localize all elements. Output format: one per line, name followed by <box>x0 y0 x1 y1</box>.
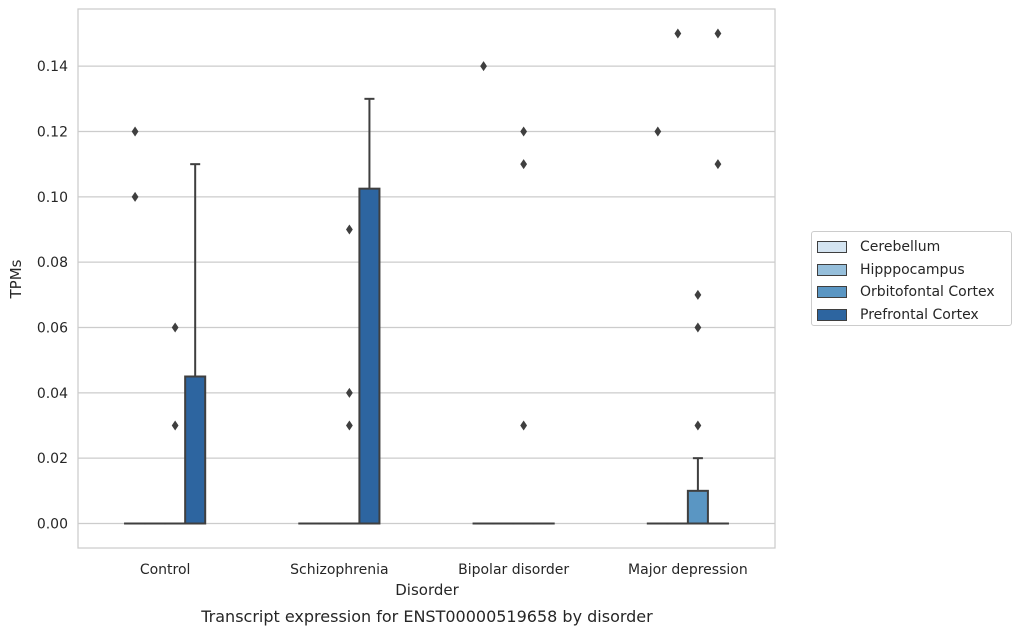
box-orbitofontal-cortex <box>686 457 709 525</box>
chart-legend: Cerebellum Hipppocampus Orbitofontal Corte… <box>811 231 1012 326</box>
outlier-marker <box>520 420 528 431</box>
x-axis-label: Disorder <box>395 581 459 599</box>
box-body <box>358 187 381 525</box>
y-tick-label: 0.10 <box>37 190 68 206</box>
legend-label: Prefrontal Cortex <box>860 306 979 323</box>
legend-item: Orbitofontal Cortex <box>817 281 1011 304</box>
outlier-points <box>131 28 722 431</box>
x-tick-labels: Control Schizophrenia Bipolar disorder Majo… <box>140 562 748 578</box>
box-prefrontal-cortex <box>184 163 207 525</box>
y-tick-label: 0.12 <box>37 125 68 141</box>
x-tick-label: Bipolar disorder <box>458 562 569 578</box>
y-tick-label: 0.06 <box>37 321 68 337</box>
outlier-marker <box>480 61 487 72</box>
outlier-marker <box>345 224 353 235</box>
outlier-marker <box>171 322 179 333</box>
outlier-marker <box>694 322 702 333</box>
box-body <box>184 375 207 525</box>
y-tick-labels: 0.00 0.02 0.04 0.06 0.08 0.10 0.12 0.14 <box>37 59 68 532</box>
outlier-marker <box>694 289 702 300</box>
x-tick-label: Major depression <box>628 562 748 578</box>
outlier-marker <box>171 420 179 431</box>
box-prefrontal-cortex <box>358 97 381 525</box>
outlier-marker <box>520 159 528 170</box>
legend-item: Hipppocampus <box>817 259 1011 282</box>
legend-item: Cerebellum <box>817 236 1011 259</box>
legend-label: Hipppocampus <box>860 261 965 278</box>
y-tick-label: 0.08 <box>37 255 68 271</box>
x-tick-label: Schizophrenia <box>290 562 388 578</box>
x-tick-label: Control <box>140 562 191 578</box>
outlier-marker <box>520 126 528 137</box>
plot-area-frame <box>77 8 776 549</box>
legend-swatch <box>817 286 847 299</box>
outlier-marker <box>674 28 682 39</box>
legend-swatch <box>817 263 847 276</box>
chart-title: Transcript expression for ENST0000051965… <box>200 607 653 626</box>
y-tick-label: 0.02 <box>37 451 68 467</box>
y-axis-label: TPMs <box>7 259 25 299</box>
outlier-marker <box>654 126 662 137</box>
outlier-marker <box>714 159 722 170</box>
legend-swatch <box>817 308 847 321</box>
y-tick-label: 0.14 <box>37 59 68 75</box>
grid-lines <box>78 65 775 525</box>
y-tick-label: 0.04 <box>37 386 68 402</box>
legend-item: Prefrontal Cortex <box>817 304 1011 327</box>
legend-label: Cerebellum <box>860 239 941 256</box>
legend-swatch <box>817 241 847 254</box>
legend-label: Orbitofontal Cortex <box>860 284 995 301</box>
outlier-marker <box>714 28 722 39</box>
outlier-marker <box>345 420 353 431</box>
outlier-marker <box>694 420 702 431</box>
outlier-marker <box>345 387 353 398</box>
y-tick-label: 0.00 <box>37 517 68 533</box>
outlier-marker <box>131 191 139 202</box>
box-body <box>686 489 709 525</box>
box-series <box>124 97 729 525</box>
outlier-marker <box>131 126 139 137</box>
